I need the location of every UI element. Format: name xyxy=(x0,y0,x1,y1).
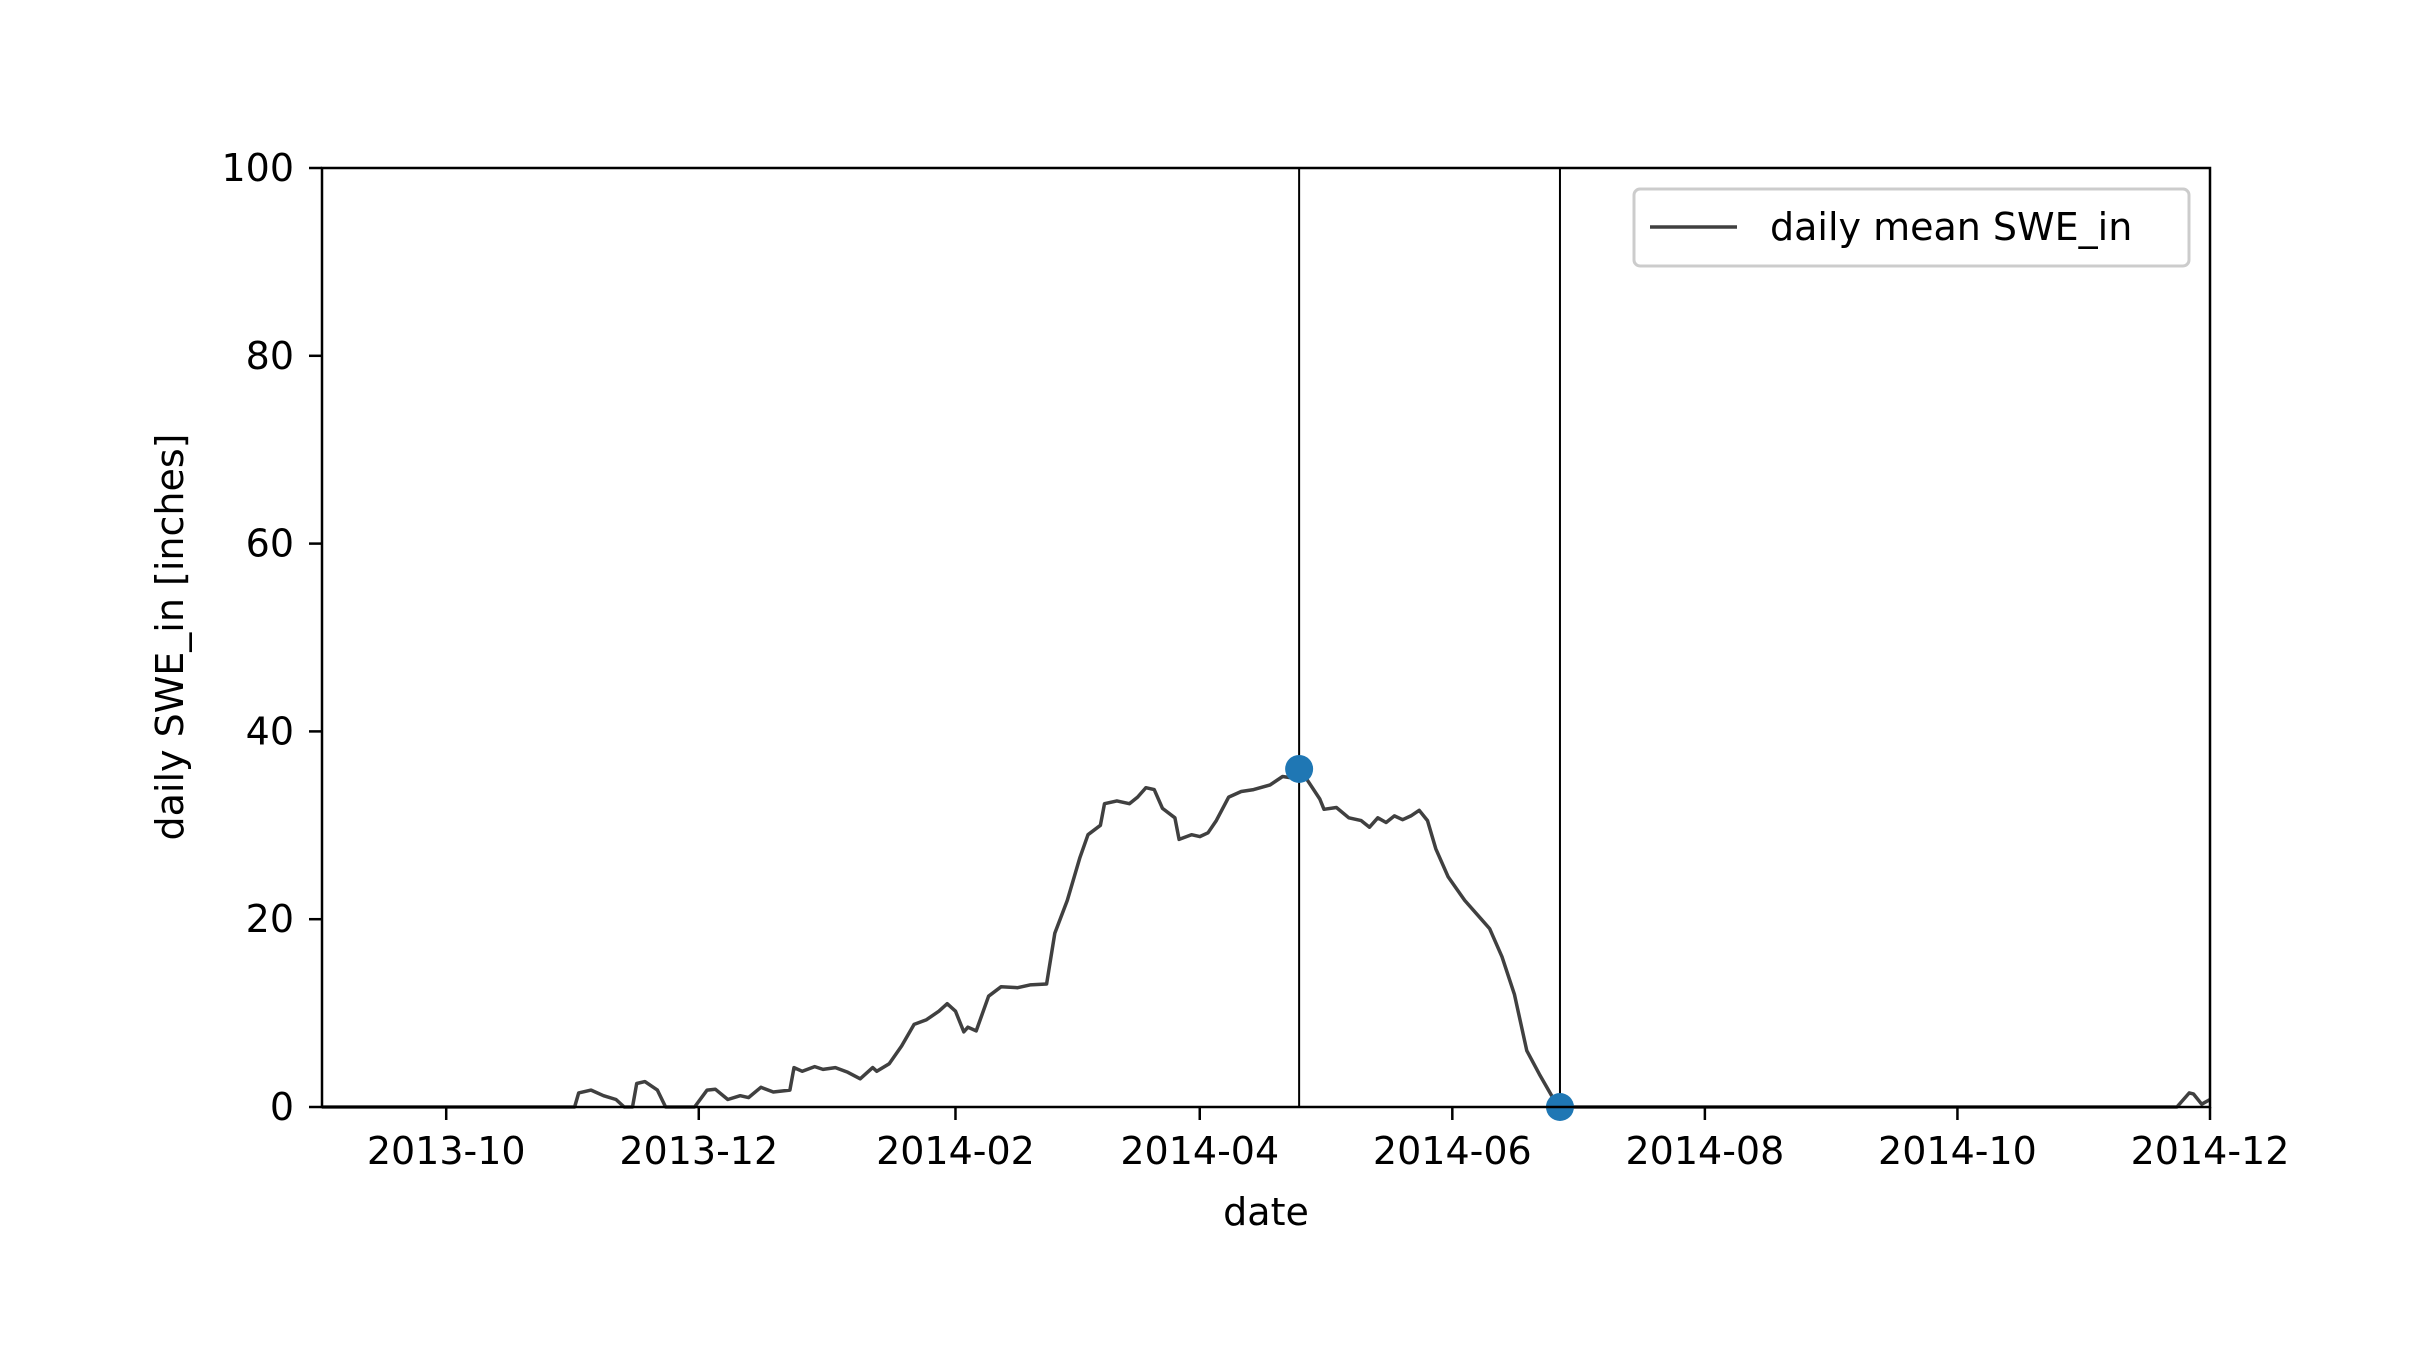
x-axis: 2013-10 2013-12 2014-02 2014-04 2014-06 2014-… xyxy=(367,1107,2290,1173)
y-tick-label: 20 xyxy=(246,897,294,941)
plot-area xyxy=(320,166,2212,1121)
legend: daily mean SWE_in xyxy=(1632,187,2191,268)
plot-background xyxy=(322,168,2210,1107)
x-axis-label: date xyxy=(1223,1190,1309,1234)
y-axis-label: daily SWE_in [inches] xyxy=(148,434,192,841)
y-tick-label: 80 xyxy=(246,334,294,378)
y-tick-label: 0 xyxy=(270,1085,294,1129)
series-line-swe xyxy=(322,767,2211,1109)
marker-point-1 xyxy=(1285,754,1314,783)
y-tick-label: 40 xyxy=(246,709,294,753)
x-tick-label: 2014-08 xyxy=(1625,1129,1784,1173)
legend-entry-label: daily mean SWE_in xyxy=(1770,205,2132,249)
x-tick-label: 2014-02 xyxy=(876,1129,1035,1173)
x-tick-label: 2014-12 xyxy=(2131,1129,2290,1173)
plot-frame xyxy=(320,166,2212,1109)
y-tick-label: 60 xyxy=(246,522,294,566)
x-tick-label: 2014-04 xyxy=(1120,1129,1279,1173)
legend-box xyxy=(1632,187,2191,268)
x-tick-label: 2014-10 xyxy=(1878,1129,2037,1173)
x-tick-label: 2013-12 xyxy=(619,1129,778,1173)
x-tick-label: 2013-10 xyxy=(367,1129,526,1173)
y-axis: 0 20 40 60 80 100 xyxy=(221,146,322,1129)
y-tick-label: 100 xyxy=(221,146,294,190)
x-tick-label: 2014-06 xyxy=(1373,1129,1532,1173)
